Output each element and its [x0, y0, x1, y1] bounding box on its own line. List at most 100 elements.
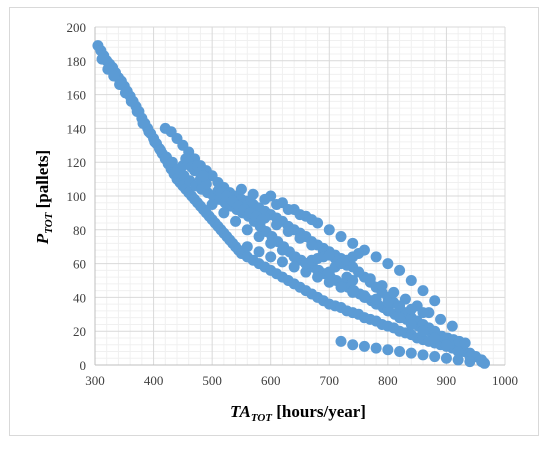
- y-tick-label: 60: [73, 257, 86, 272]
- data-point: [370, 342, 382, 354]
- x-axis-title-sub: TOT: [251, 412, 273, 424]
- x-tick-label: 700: [320, 373, 340, 388]
- y-tick-label: 180: [67, 54, 87, 69]
- y-axis-title: PTOT [pallets]: [33, 150, 55, 245]
- data-point: [382, 258, 394, 270]
- data-point: [294, 209, 306, 221]
- data-point: [335, 231, 347, 243]
- y-tick-label: 0: [80, 358, 87, 373]
- y-axis-title-main: P: [33, 233, 52, 245]
- data-point: [288, 251, 300, 263]
- x-tick-label: 600: [261, 373, 281, 388]
- data-point: [265, 251, 277, 263]
- data-point: [306, 239, 318, 251]
- data-point: [394, 345, 406, 357]
- data-point: [312, 271, 324, 283]
- x-tick-label: 300: [85, 373, 105, 388]
- data-point: [306, 214, 318, 226]
- data-point: [271, 198, 283, 210]
- data-point: [335, 281, 347, 293]
- data-point: [370, 293, 382, 305]
- data-point: [382, 305, 394, 317]
- y-tick-label: 80: [73, 223, 86, 238]
- x-tick-label: 800: [378, 373, 398, 388]
- data-point: [347, 237, 359, 249]
- major-gridlines: [94, 26, 506, 366]
- data-point: [376, 280, 388, 292]
- x-tick-label: 500: [202, 373, 222, 388]
- data-point: [435, 313, 447, 325]
- x-axis-title: TATOT [hours/year]: [230, 402, 366, 424]
- y-tick-label: 160: [67, 88, 87, 103]
- data-point: [137, 117, 149, 129]
- tick-labels: 300 400 500 600 700 800 900 1000 0 20 40 60 80 100 120…: [67, 20, 519, 388]
- y-tick-label: 100: [67, 189, 87, 204]
- data-point: [247, 188, 259, 200]
- data-point: [382, 344, 394, 356]
- y-tick-label: 20: [73, 324, 86, 339]
- data-point: [358, 290, 370, 302]
- data-point: [353, 266, 365, 278]
- y-tick-label: 120: [67, 155, 87, 170]
- x-axis-title-main: TA: [230, 402, 251, 421]
- data-point: [206, 198, 218, 210]
- data-point: [446, 320, 458, 332]
- data-point: [452, 345, 464, 357]
- data-point: [429, 351, 441, 363]
- data-point: [253, 246, 265, 258]
- data-point: [114, 78, 126, 90]
- data-point: [459, 337, 471, 349]
- x-tick-label: 400: [144, 373, 164, 388]
- data-point: [335, 335, 347, 347]
- data-point: [119, 87, 131, 99]
- data-point: [271, 219, 283, 231]
- data-point: [230, 215, 242, 227]
- data-point: [282, 204, 294, 216]
- data-point: [294, 232, 306, 244]
- y-tick-label: 40: [73, 290, 86, 305]
- data-point: [353, 247, 365, 259]
- data-point: [131, 106, 143, 117]
- data-point: [405, 318, 417, 330]
- data-point: [347, 275, 359, 286]
- data-point: [323, 276, 335, 288]
- data-point: [323, 249, 335, 261]
- data-point: [429, 295, 441, 307]
- data-point: [405, 347, 417, 359]
- data-point: [452, 354, 464, 366]
- data-point: [282, 225, 294, 237]
- data-point: [125, 95, 137, 107]
- y-tick-label: 200: [67, 20, 87, 35]
- data-point: [388, 286, 400, 298]
- x-axis-title-unit: [hours/year]: [272, 402, 366, 421]
- data-point: [96, 53, 108, 65]
- data-point: [417, 307, 429, 319]
- data-point: [464, 356, 476, 368]
- data-point: [241, 241, 253, 253]
- data-point: [108, 70, 120, 82]
- data-point: [235, 183, 247, 195]
- data-point: [394, 312, 406, 324]
- data-point: [417, 285, 429, 297]
- data-point: [476, 356, 488, 368]
- data-point: [405, 303, 417, 315]
- data-point: [143, 126, 155, 138]
- data-point: [440, 339, 452, 351]
- data-point: [364, 273, 376, 285]
- y-axis-title-sub: TOT: [43, 211, 55, 233]
- data-points: [92, 40, 490, 369]
- y-tick-label: 140: [67, 121, 87, 136]
- data-point: [253, 231, 265, 243]
- data-point: [241, 224, 253, 236]
- data-point: [429, 332, 441, 344]
- data-point: [323, 224, 335, 236]
- data-point: [405, 275, 417, 286]
- data-point: [300, 266, 312, 278]
- data-point: [347, 339, 359, 351]
- data-point: [370, 251, 382, 263]
- data-point: [394, 264, 406, 276]
- data-point: [256, 214, 268, 226]
- data-point: [276, 256, 288, 268]
- data-point: [417, 349, 429, 361]
